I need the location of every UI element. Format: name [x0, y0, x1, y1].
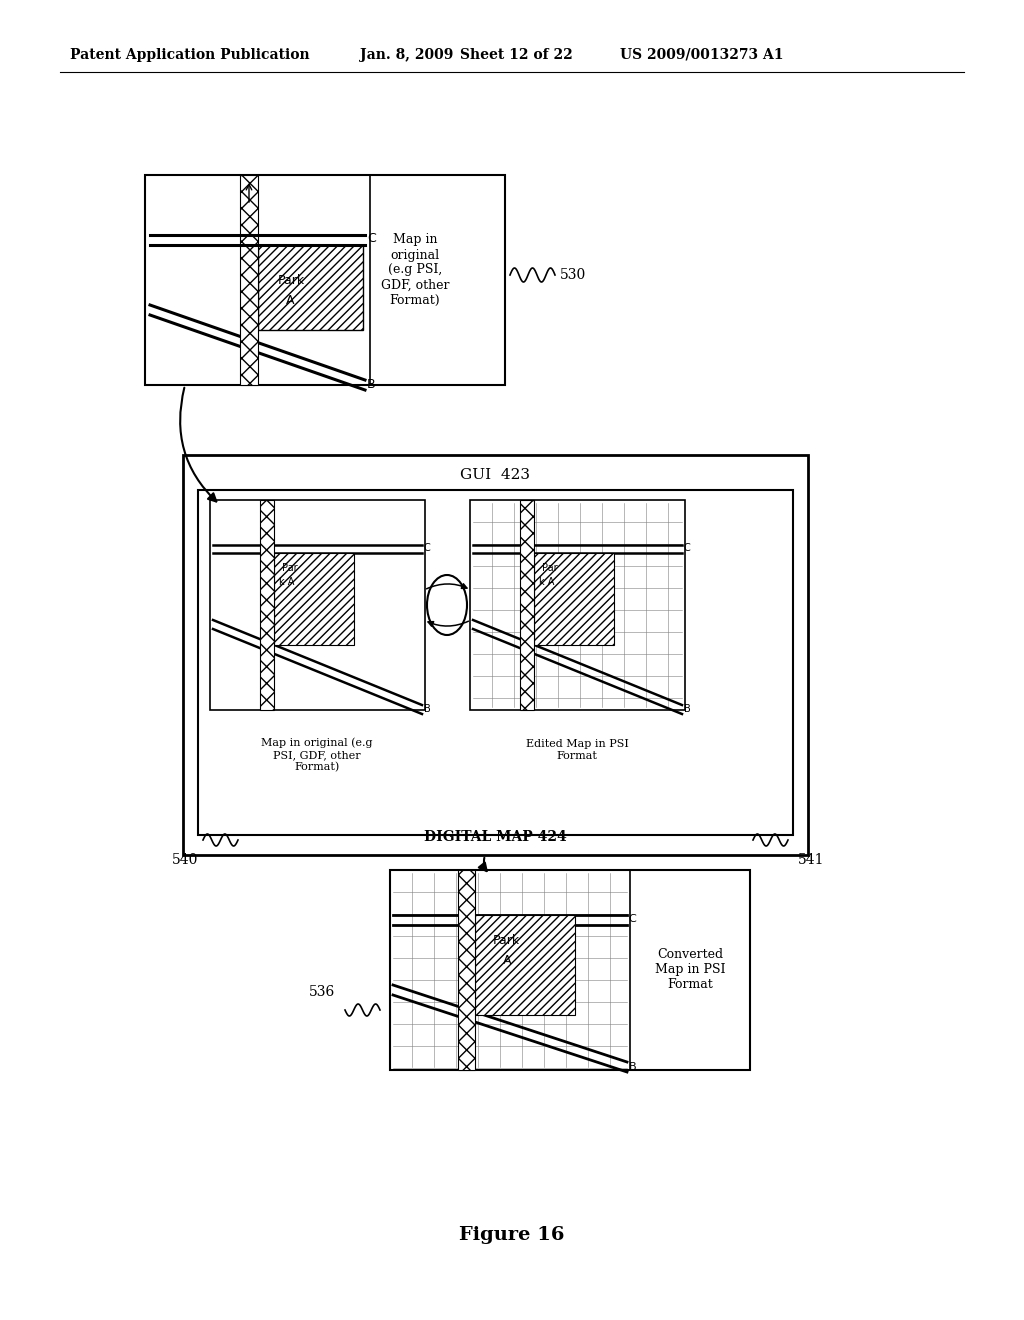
Bar [520, 500, 534, 710]
Bar [183, 455, 808, 855]
Text: DIGITAL MAP 424: DIGITAL MAP 424 [424, 830, 566, 843]
Bar [145, 176, 505, 385]
FancyArrowPatch shape [479, 858, 486, 871]
Text: B: B [684, 704, 691, 714]
Text: Par: Par [282, 564, 298, 573]
Text: Par: Par [542, 564, 558, 573]
Bar [534, 553, 614, 645]
Text: 541: 541 [798, 853, 824, 867]
Text: C: C [628, 913, 636, 924]
Ellipse shape [427, 576, 467, 635]
Text: Edited Map in PSI
Format: Edited Map in PSI Format [525, 739, 629, 760]
Text: A: A [286, 293, 295, 306]
Text: Converted
Map in PSI
Format: Converted Map in PSI Format [654, 949, 725, 991]
FancyArrowPatch shape [180, 388, 216, 502]
Text: 540: 540 [172, 853, 198, 867]
Text: Figure 16: Figure 16 [459, 1226, 565, 1243]
Bar [210, 500, 425, 710]
Text: k A: k A [539, 577, 554, 587]
FancyArrowPatch shape [427, 583, 467, 589]
Text: 536: 536 [309, 985, 335, 999]
Text: C: C [423, 543, 430, 553]
Bar [458, 870, 475, 1071]
Bar [198, 490, 793, 836]
Text: Map in
original
(e.g PSI,
GDF, other
Format): Map in original (e.g PSI, GDF, other For… [381, 234, 450, 306]
Text: B: B [367, 379, 376, 392]
Bar [240, 176, 258, 385]
Text: GUI  423: GUI 423 [460, 469, 530, 482]
Text: k A: k A [279, 577, 294, 587]
Text: C: C [367, 232, 376, 246]
Text: US 2009/0013273 A1: US 2009/0013273 A1 [620, 48, 783, 62]
Text: Patent Application Publication: Patent Application Publication [70, 48, 309, 62]
Text: C: C [683, 543, 690, 553]
Text: A: A [503, 953, 512, 966]
Bar [258, 246, 362, 330]
FancyArrowPatch shape [428, 622, 469, 626]
Text: Map in original (e.g
PSI, GDF, other
Format): Map in original (e.g PSI, GDF, other For… [261, 738, 373, 772]
Bar [260, 500, 274, 710]
Text: Park: Park [493, 933, 520, 946]
Text: B: B [629, 1063, 637, 1072]
Bar [390, 870, 750, 1071]
Text: Park: Park [278, 273, 305, 286]
Text: B: B [424, 704, 431, 714]
Text: 530: 530 [560, 268, 587, 282]
Bar [475, 915, 575, 1015]
Bar [274, 553, 354, 645]
Text: Sheet 12 of 22: Sheet 12 of 22 [460, 48, 572, 62]
Bar [470, 500, 685, 710]
Text: Jan. 8, 2009: Jan. 8, 2009 [360, 48, 454, 62]
